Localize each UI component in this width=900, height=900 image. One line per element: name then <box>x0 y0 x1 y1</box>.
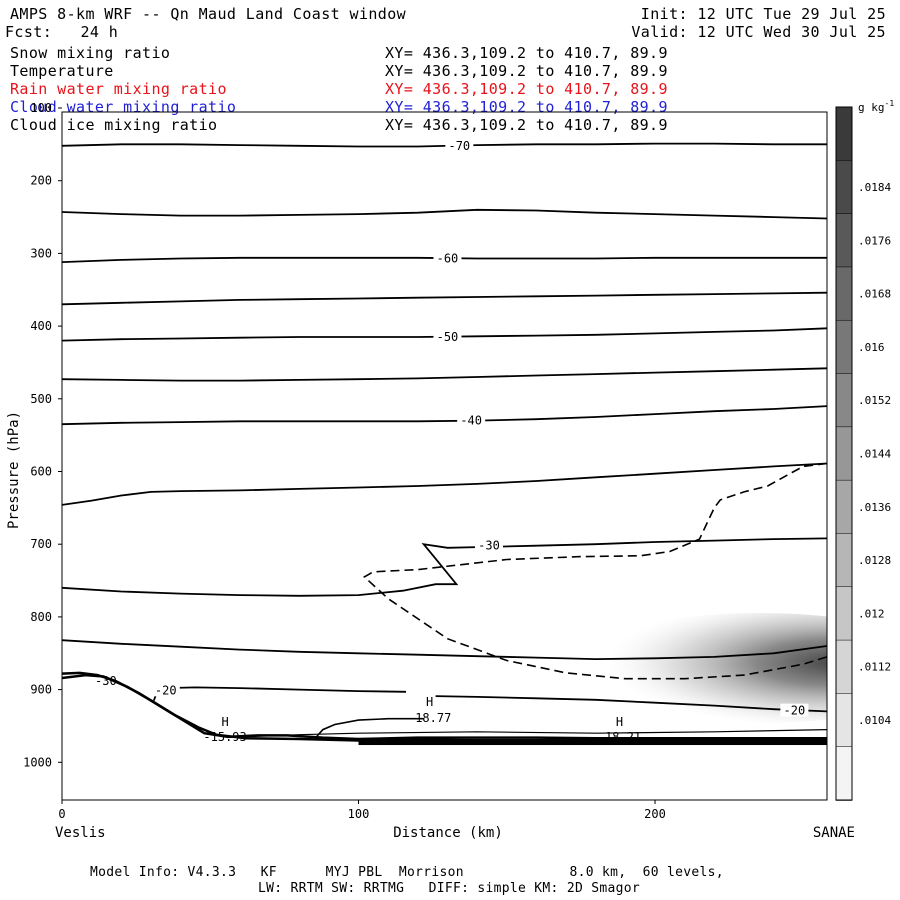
valid-time: Valid: 12 UTC Wed 30 Jul 25 <box>631 23 886 41</box>
y-tick-label: 700 <box>30 537 52 551</box>
init-time: Init: 12 UTC Tue 29 Jul 25 <box>640 5 886 23</box>
field-name-snow: Snow mixing ratio <box>10 44 171 62</box>
colorbar-bin <box>835 746 853 801</box>
contour-label: -20 <box>784 704 806 718</box>
chart-title: AMPS 8-km WRF -- Qn Maud Land Coast wind… <box>10 5 407 23</box>
colorbar-bin <box>835 639 853 695</box>
colorbar-bin <box>835 319 853 375</box>
terrain-band <box>358 739 827 746</box>
field-xy-temperature: XY= 436.3,109.2 to 410.7, 89.9 <box>385 62 668 80</box>
high-marker: H <box>616 715 623 729</box>
colorbar-bin <box>835 266 853 321</box>
contour-label-bg <box>457 413 486 427</box>
colorbar-tick-label: .016 <box>858 341 885 354</box>
colorbar-bin <box>835 160 853 215</box>
model-info-line1: Model Info: V4.3.3 KF MYJ PBL Morrison 8… <box>90 865 724 880</box>
field-name-rain: Rain water mixing ratio <box>10 80 227 98</box>
y-tick-label: 800 <box>30 610 52 624</box>
terrain-line <box>239 729 827 738</box>
x-tick-label: 100 <box>348 807 370 821</box>
high-marker: H <box>426 695 433 709</box>
high-marker: H <box>221 715 228 729</box>
x-left-station: Veslis <box>55 825 106 841</box>
contour-label: -40 <box>460 414 482 428</box>
contour-label: -30 <box>95 674 117 688</box>
colorbar-bin <box>835 479 853 535</box>
temperature-contour <box>62 537 827 597</box>
temperature-contour <box>62 291 827 306</box>
y-tick-label: 400 <box>30 319 52 333</box>
temperature-contour <box>62 405 827 426</box>
contour-label-bg <box>433 251 462 265</box>
colorbar-bin <box>835 586 853 641</box>
colorbar-tick-label: .012 <box>858 607 885 620</box>
colorbar-tick-label: .0104 <box>858 714 891 727</box>
colorbar-tick-label: .0112 <box>858 661 891 674</box>
temperature-contour <box>62 367 827 382</box>
contour-label-bg <box>433 330 462 344</box>
field-xy-cloud-water: XY= 436.3,109.2 to 410.7, 89.9 <box>385 98 668 116</box>
x-tick-label: 0 <box>58 807 65 821</box>
contour-label: -20 <box>155 683 177 697</box>
contour-label-bg <box>780 703 809 717</box>
plot-frame <box>61 111 828 801</box>
cloud-ice-contour <box>363 462 827 680</box>
high-value: -15.93 <box>203 730 246 744</box>
forecast-hour: Fcst: 24 h <box>5 23 119 41</box>
contour-label: -60 <box>437 251 459 265</box>
colorbar-bin <box>835 693 853 748</box>
y-axis-title: Pressure (hPa) <box>6 411 22 529</box>
temperature-contour <box>153 686 407 701</box>
contour-label: -50 <box>437 330 459 344</box>
field-name-cloud-ice: Cloud ice mixing ratio <box>10 116 218 134</box>
high-value: -18.77 <box>408 711 451 725</box>
temperature-contour <box>62 639 827 661</box>
colorbar-unit: g kg-1 <box>858 99 894 114</box>
colorbar-tick-label: .0176 <box>858 234 891 247</box>
contour-label-bg <box>151 683 180 697</box>
model-info-line2: LW: RRTM SW: RRTMG DIFF: simple KM: 2D S… <box>258 881 640 896</box>
y-tick-label: 500 <box>30 392 52 406</box>
colorbar-tick-label: .0184 <box>858 181 891 194</box>
colorbar-tick-label: .0168 <box>858 288 891 301</box>
colorbar-tick-label: .0128 <box>858 554 891 567</box>
snow-shading-blob <box>570 613 827 723</box>
high-value: -18.21 <box>598 730 641 744</box>
field-xy-cloud-ice: XY= 436.3,109.2 to 410.7, 89.9 <box>385 116 668 134</box>
y-tick-label: 300 <box>30 246 52 260</box>
contour-label-bg <box>445 138 474 152</box>
x-tick-label: 200 <box>644 807 666 821</box>
temperature-contour <box>62 462 827 506</box>
contour-label: -30 <box>478 539 500 553</box>
field-xy-rain: XY= 436.3,109.2 to 410.7, 89.9 <box>385 80 668 98</box>
colorbar-bin <box>835 426 853 481</box>
colorbar-frame <box>835 106 853 801</box>
temperature-contour <box>62 142 827 148</box>
x-axis-title: Distance (km) <box>393 825 503 841</box>
colorbar-tick-label: .0144 <box>858 448 891 461</box>
y-tick-label: 900 <box>30 683 52 697</box>
field-name-temperature: Temperature <box>10 62 114 80</box>
y-tick-label: 1000 <box>23 755 52 769</box>
field-name-cloud-water: Cloud water mixing ratio <box>10 98 237 116</box>
temperature-contour <box>435 695 827 713</box>
temperature-contour <box>62 208 827 220</box>
field-xy-snow: XY= 436.3,109.2 to 410.7, 89.9 <box>385 44 668 62</box>
colorbar-bin <box>835 373 853 428</box>
colorbar-bin <box>835 106 853 162</box>
y-tick-label: 600 <box>30 465 52 479</box>
colorbar-tick-label: .0152 <box>858 394 891 407</box>
contour-label-bg <box>474 538 503 552</box>
colorbar-tick-label: .0136 <box>858 501 891 514</box>
contour-label: -70 <box>448 139 470 153</box>
y-tick-label: 100 <box>30 101 52 115</box>
colorbar-bin <box>835 213 853 268</box>
colorbar-bin <box>835 533 853 588</box>
terrain-line <box>316 717 424 737</box>
x-right-station: SANAE <box>813 825 855 841</box>
y-tick-label: 200 <box>30 174 52 188</box>
